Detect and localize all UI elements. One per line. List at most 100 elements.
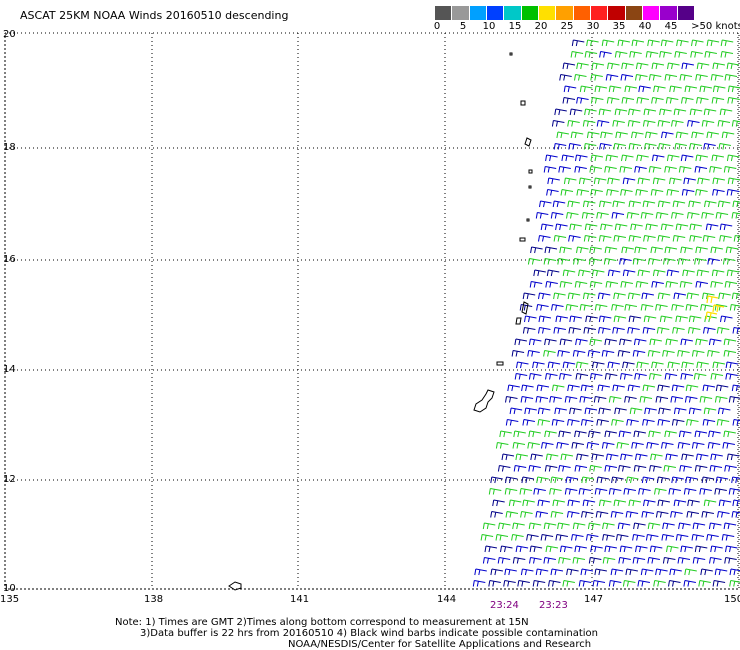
wind-barb	[731, 476, 740, 484]
wind-barb	[538, 292, 551, 300]
wind-barb	[524, 315, 537, 323]
wind-barb	[673, 499, 687, 507]
wind-barb	[603, 258, 617, 265]
wind-barb	[564, 396, 578, 403]
wind-barb	[676, 39, 689, 47]
wind-barb	[725, 361, 739, 369]
legend-label: 0	[433, 21, 441, 32]
wind-barb	[596, 419, 609, 426]
wind-barb	[504, 488, 518, 495]
wind-barb	[570, 51, 584, 58]
wind-barb	[495, 442, 509, 449]
latitude-label: 14	[3, 364, 16, 375]
wind-barb	[689, 235, 702, 242]
wind-barb	[689, 143, 702, 150]
wind-barb	[649, 545, 663, 553]
wind-barb	[662, 350, 675, 357]
legend-swatch	[452, 6, 470, 20]
wind-barb	[726, 453, 740, 461]
wind-barb	[533, 488, 546, 495]
wind-barb	[629, 51, 642, 58]
wind-barb	[678, 166, 692, 173]
wind-barb	[660, 223, 674, 231]
wind-barb	[686, 292, 700, 300]
wind-barb	[589, 373, 603, 380]
wind-barb	[720, 51, 734, 58]
wind-barb	[572, 557, 586, 564]
wind-barb	[651, 62, 665, 70]
wind-barb	[638, 488, 651, 495]
wind-barb	[719, 223, 733, 231]
wind-barb	[643, 108, 657, 116]
wind-barb	[535, 568, 549, 576]
wind-barb	[558, 557, 571, 564]
wind-barb	[509, 407, 523, 415]
wind-barb	[558, 430, 571, 438]
wind-barb	[729, 568, 740, 576]
wind-barb	[563, 177, 577, 185]
wind-barb	[680, 338, 693, 346]
wind-barb	[727, 85, 740, 93]
wind-barb	[726, 62, 740, 70]
wind-barb	[611, 304, 624, 311]
wind-barb	[608, 580, 622, 587]
wind-barb	[731, 511, 740, 518]
wind-barb	[680, 246, 693, 254]
wind-barb	[685, 476, 698, 484]
wind-barb	[664, 246, 678, 254]
wind-barb	[716, 327, 730, 334]
wind-barb	[601, 39, 615, 47]
wind-barb	[528, 465, 541, 472]
island-saipan	[521, 301, 529, 315]
wind-barb	[708, 430, 721, 438]
wind-barb	[600, 131, 613, 139]
wind-barb	[550, 212, 564, 219]
wind-barb	[627, 384, 641, 392]
wind-barb	[685, 304, 699, 311]
wind-barb	[490, 476, 503, 484]
wind-barb	[575, 373, 589, 380]
wind-barb	[574, 430, 587, 438]
legend-label: 45	[664, 21, 678, 32]
legend-swatch	[556, 6, 574, 20]
wind-barb	[658, 407, 671, 415]
wind-barb	[567, 200, 580, 208]
island-tinian	[515, 317, 522, 325]
wind-barb	[576, 246, 589, 254]
wind-barb	[578, 177, 592, 185]
wind-barb	[570, 131, 584, 139]
wind-barb	[726, 269, 740, 277]
wind-barb	[694, 465, 708, 472]
wind-barb	[621, 62, 634, 70]
wind-barb	[619, 338, 632, 346]
wind-barb	[586, 39, 599, 47]
wind-barb	[663, 258, 676, 265]
wind-barb	[599, 143, 612, 150]
wind-barb	[567, 499, 580, 507]
legend-swatch	[435, 6, 453, 20]
wind-barb	[636, 361, 649, 369]
wind-barb	[644, 143, 657, 150]
wind-barb	[722, 442, 735, 449]
wind-barb	[546, 269, 560, 277]
wind-barb	[684, 85, 698, 93]
wind-barb	[624, 304, 637, 311]
wind-barb	[596, 120, 610, 127]
wind-barb	[711, 269, 725, 277]
wind-barb	[575, 338, 588, 346]
wind-barb	[718, 143, 731, 150]
wind-barb	[605, 453, 619, 461]
wind-barb	[657, 235, 670, 242]
wind-barb	[647, 258, 661, 265]
wind-barb	[723, 430, 736, 438]
wind-barb	[529, 545, 543, 553]
island-guguan	[528, 185, 532, 189]
wind-barb	[550, 476, 563, 484]
wind-barb	[635, 189, 648, 196]
wind-barb	[620, 281, 633, 288]
wind-barb	[631, 442, 644, 449]
wind-barb	[535, 511, 548, 518]
swath-time-1: 23:24	[490, 600, 519, 611]
wind-barb	[677, 442, 691, 449]
wind-barb	[666, 269, 680, 277]
